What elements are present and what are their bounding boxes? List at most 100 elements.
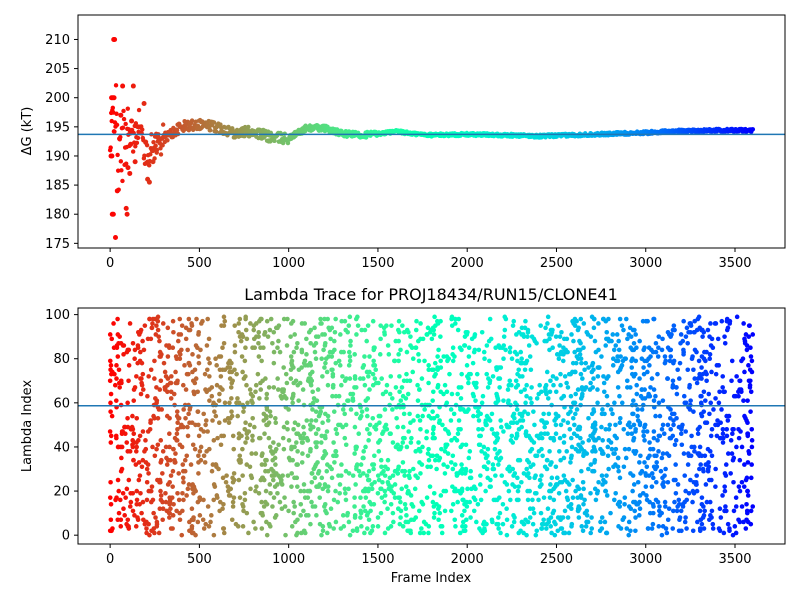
lambda-point	[126, 477, 132, 483]
lambda-point	[127, 449, 133, 454]
lambda-point	[132, 347, 138, 353]
lambda-point	[216, 420, 222, 425]
lambda-point	[717, 389, 722, 395]
lambda-point	[251, 519, 256, 525]
lambda-point	[566, 371, 572, 377]
lambda-point	[618, 354, 623, 359]
lambda-point	[259, 499, 264, 505]
lambda-point	[604, 329, 610, 335]
lambda-point	[282, 504, 288, 509]
lambda-point	[379, 495, 385, 500]
lambda-point	[554, 376, 559, 381]
lambda-point	[222, 318, 228, 324]
lambda-point	[454, 471, 460, 476]
lambda-point	[542, 338, 547, 344]
lambda-point	[692, 376, 698, 381]
lambda-point	[657, 513, 663, 518]
lambda-point	[170, 468, 176, 474]
lambda-point	[748, 345, 753, 351]
lambda-point	[689, 433, 694, 439]
lambda-point	[614, 332, 620, 337]
delta-g-point	[136, 124, 142, 130]
lambda-point	[548, 524, 554, 529]
lambda-point	[603, 318, 609, 324]
lambda-point	[174, 380, 180, 386]
lambda-point	[615, 385, 621, 390]
lambda-point	[743, 526, 749, 531]
lambda-point	[734, 444, 739, 450]
lambda-point	[686, 329, 691, 335]
lambda-trace-panel: Lambda Trace for PROJ18434/RUN15/CLONE41…	[20, 285, 786, 586]
lambda-point	[116, 367, 122, 373]
lambda-point	[578, 493, 584, 498]
lambda-point	[125, 400, 130, 406]
lambda-point	[651, 398, 657, 403]
lambda-point	[578, 435, 583, 441]
lambda-point	[214, 382, 220, 388]
lambda-point	[569, 332, 574, 337]
lambda-point	[209, 385, 215, 390]
lambda-point	[299, 460, 305, 465]
lambda-point	[596, 435, 601, 441]
lambda-point	[226, 420, 232, 425]
delta-g-point	[158, 152, 164, 157]
lambda-point	[244, 462, 250, 467]
lambda-point	[183, 336, 189, 342]
lambda-point	[426, 367, 432, 373]
delta-g-point	[135, 135, 141, 141]
lambda-point	[581, 345, 586, 351]
lambda-point	[330, 367, 335, 373]
lambda-point	[435, 385, 440, 390]
lambda-point	[302, 530, 308, 536]
lambda-point	[368, 508, 373, 514]
lambda-point	[717, 528, 723, 534]
lambda-point	[606, 427, 612, 432]
lambda-point	[448, 418, 454, 423]
lambda-point	[472, 382, 478, 388]
lambda-point	[497, 449, 502, 454]
lambda-point	[622, 495, 628, 500]
lambda-point	[275, 490, 280, 496]
x-tick-label: 1000	[272, 256, 305, 271]
lambda-point	[562, 374, 568, 379]
lambda-point	[431, 490, 437, 496]
lambda-point	[601, 389, 607, 395]
lambda-point	[173, 369, 178, 375]
lambda-point	[591, 376, 596, 381]
lambda-point	[409, 345, 415, 351]
lambda-point	[348, 391, 353, 397]
lambda-point	[356, 431, 362, 437]
lambda-point	[148, 488, 154, 494]
lambda-point	[595, 387, 600, 392]
lambda-point	[564, 449, 570, 454]
lambda-point	[527, 435, 533, 441]
lambda-point	[581, 502, 586, 507]
delta-g-point	[112, 235, 118, 241]
lambda-point	[699, 495, 705, 500]
lambda-point	[724, 433, 730, 439]
lambda-point	[637, 338, 642, 344]
lambda-point	[163, 444, 169, 450]
lambda-point	[380, 391, 386, 397]
lambda-point	[235, 396, 240, 401]
lambda-point	[504, 506, 509, 512]
lambda-point	[291, 499, 296, 505]
lambda-point	[471, 508, 477, 514]
lambda-point	[553, 334, 559, 339]
lambda-point	[180, 490, 185, 496]
lambda-point	[248, 473, 254, 478]
lambda-point	[393, 338, 399, 344]
lambda-point	[330, 385, 336, 390]
lambda-point	[653, 413, 658, 419]
lambda-point	[664, 530, 670, 536]
lambda-point	[541, 495, 547, 500]
lambda-point	[490, 462, 496, 467]
lambda-point	[500, 502, 506, 507]
lambda-point	[288, 334, 293, 339]
lambda-point	[301, 431, 307, 437]
lambda-point	[306, 513, 311, 518]
lambda-point	[199, 321, 204, 326]
lambda-point	[678, 332, 684, 337]
lambda-point	[414, 318, 419, 324]
lambda-point	[243, 327, 249, 333]
